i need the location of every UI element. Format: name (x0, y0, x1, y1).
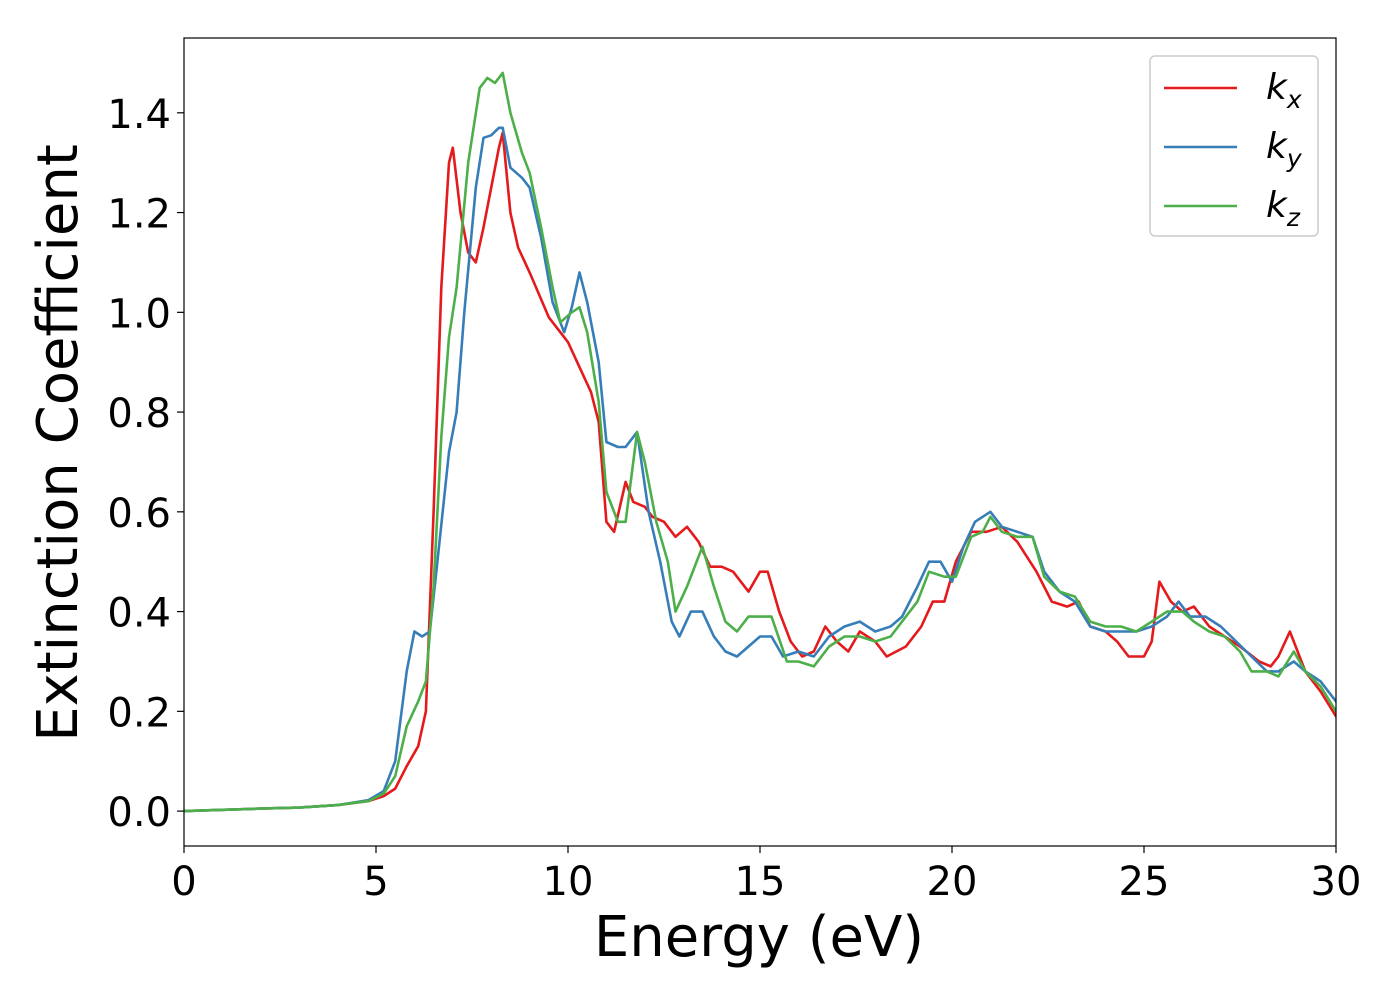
y-tick-label: 0.8 (107, 391, 171, 437)
y-tick-label: 0.0 (107, 790, 171, 836)
legend: kx ky kz (1149, 55, 1319, 237)
x-tick-label: 0 (171, 859, 196, 905)
legend-label-z: kz (1266, 185, 1301, 232)
y-tick-label: 1.2 (107, 192, 171, 238)
y-axis-label: Extinction Coefficient (26, 144, 91, 742)
x-axis: 0 5 10 15 20 25 30 (171, 846, 1361, 905)
y-axis: 0.0 0.2 0.4 0.6 0.8 1.0 1.2 1.4 (107, 92, 184, 836)
x-tick-label: 15 (735, 859, 786, 905)
y-tick-label: 1.0 (107, 291, 171, 337)
y-tick-label: 0.4 (107, 591, 171, 637)
series-layer (184, 71, 1336, 813)
x-tick-label: 10 (543, 859, 594, 905)
series-line-z (184, 71, 1336, 813)
legend-label-y: ky (1266, 126, 1303, 173)
x-tick-label: 20 (927, 859, 978, 905)
y-tick-label: 0.2 (107, 690, 171, 736)
legend-label-x: kx (1266, 67, 1302, 114)
x-tick-label: 30 (1311, 859, 1362, 905)
y-tick-label: 1.4 (107, 92, 171, 138)
series-line-x (184, 131, 1336, 813)
x-tick-label: 5 (363, 859, 388, 905)
x-axis-label: Energy (eV) (594, 905, 924, 970)
x-tick-label: 25 (1119, 859, 1170, 905)
y-tick-label: 0.6 (107, 491, 171, 537)
